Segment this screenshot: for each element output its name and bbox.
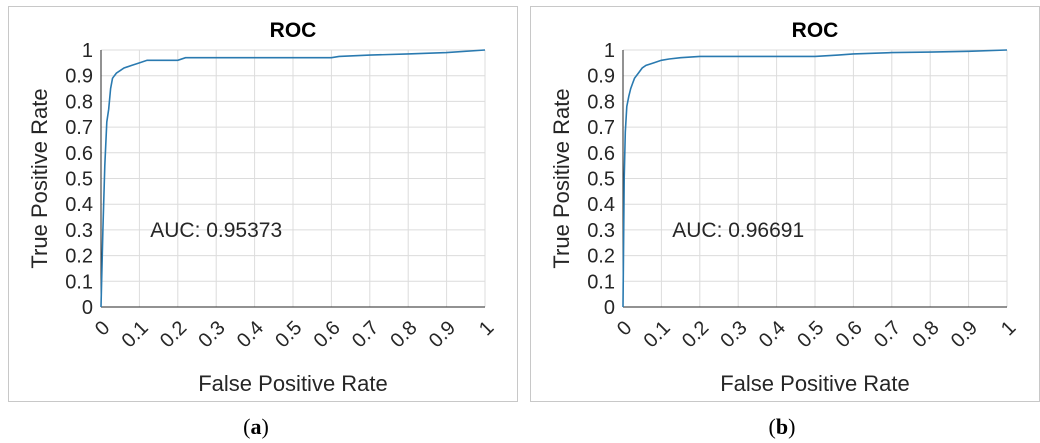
x-axis-label: False Positive Rate — [198, 371, 388, 396]
y-tick-label: 0.2 — [65, 246, 93, 268]
x-tick-label: 0.8 — [386, 317, 421, 352]
y-tick-label: 0.8 — [65, 91, 93, 113]
x-tick-label: 0.7 — [870, 317, 905, 352]
x-tick-label: 0.5 — [271, 317, 306, 352]
chart-title: ROC — [270, 19, 317, 42]
x-tick-label: 0.9 — [947, 317, 982, 352]
caption-a: (a) — [243, 414, 269, 439]
x-tick-label: 0 — [613, 317, 636, 340]
caption-a-label: a — [250, 414, 262, 439]
x-tick-label: 0.1 — [118, 317, 153, 352]
y-tick-label: 0.5 — [587, 169, 615, 191]
x-axis-label: False Positive Rate — [720, 371, 910, 396]
x-tick-label: 0.5 — [793, 317, 828, 352]
y-tick-label: 0.8 — [587, 91, 615, 113]
y-tick-label: 0.9 — [587, 66, 615, 88]
x-tick-label: 0.8 — [908, 317, 943, 352]
y-tick-label: 0.9 — [65, 66, 93, 88]
y-tick-label: 0.3 — [587, 220, 615, 242]
y-tick-label: 0.5 — [65, 169, 93, 191]
x-tick-label: 0.1 — [640, 317, 675, 352]
roc-chart-a: 00.10.20.30.40.50.60.70.80.910 0.1 0.2 0.3 0… — [27, 19, 498, 396]
chart-title: ROC — [792, 19, 839, 42]
y-tick-label: 1 — [604, 40, 615, 62]
roc-chart-b: 00.10.20.30.40.50.60.70.80.910 0.1 0.2 0.3 0… — [549, 19, 1020, 396]
auc-annotation: AUC: 0.95373 — [150, 219, 282, 242]
x-tick-label: 1 — [475, 317, 498, 340]
y-tick-label: 0.6 — [65, 143, 93, 165]
x-tick-label: 0.6 — [832, 317, 867, 352]
x-tick-label: 0.6 — [310, 317, 345, 352]
x-tick-label: 0 — [91, 317, 114, 340]
y-tick-label: 0.7 — [65, 117, 93, 139]
y-tick-label: 0.4 — [65, 194, 93, 216]
y-tick-label: 0 — [604, 297, 615, 319]
x-tick-label: 0.9 — [425, 317, 460, 352]
x-tick-label: 0.3 — [716, 317, 751, 352]
roc-panel-b: 0 0.1 0.2 0.3 0.4 0.5 0.6 0.7 0.8 0.9 1 0 0.1 0.2 0.3 0… — [530, 6, 1040, 402]
auc-annotation: AUC: 0.96691 — [672, 219, 804, 242]
roc-curve-line — [100, 49, 486, 308]
y-tick-label: 0 — [82, 297, 93, 319]
y-tick-label: 0.1 — [587, 271, 615, 293]
x-tick-label: 0.4 — [755, 317, 790, 352]
y-tick-label: 1 — [82, 40, 93, 62]
roc-curve-line — [622, 49, 1008, 308]
x-tick-label: 0.2 — [678, 317, 713, 352]
y-tick-label: 0.4 — [587, 194, 615, 216]
roc-panel-a: 0 0.1 0.2 0.3 0.4 0.5 0.6 0.7 0.8 0.9 1 0 0.1 0.2 0.3 0… — [8, 6, 518, 402]
x-tick-label: 0.2 — [156, 317, 191, 352]
y-axis-label: True Positive Rate — [27, 88, 52, 268]
y-tick-label: 0.2 — [587, 246, 615, 268]
y-tick-label: 0.6 — [587, 143, 615, 165]
caption-b: (b) — [768, 414, 796, 439]
x-tick-label: 0.3 — [194, 317, 229, 352]
y-axis-label: True Positive Rate — [549, 88, 574, 268]
x-tick-label: 0.7 — [348, 317, 383, 352]
caption-b-label: b — [775, 414, 789, 439]
y-tick-label: 0.7 — [587, 117, 615, 139]
x-tick-label: 1 — [997, 317, 1020, 340]
y-tick-label: 0.1 — [65, 271, 93, 293]
x-tick-label: 0.4 — [233, 317, 268, 352]
y-tick-label: 0.3 — [65, 220, 93, 242]
